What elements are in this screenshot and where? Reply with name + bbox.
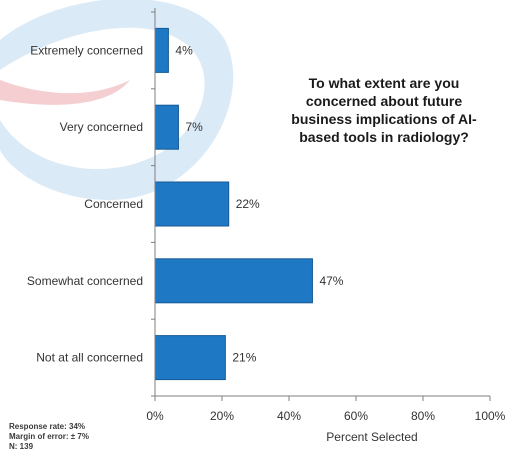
category-label-4: Not at all concerned	[36, 351, 143, 365]
logo-swoosh-shape	[0, 80, 130, 105]
value-label-1: 7%	[185, 120, 203, 134]
value-labels: 4% 7% 22% 47% 21%	[175, 43, 343, 364]
x-axis-label: Percent Selected	[326, 430, 417, 444]
x-tick-label-1: 20%	[210, 409, 234, 423]
bar-1	[154, 104, 179, 150]
bar-4	[154, 335, 226, 381]
value-label-4: 21%	[232, 351, 256, 365]
survey-footnote: Response rate: 34% Margin of error: ± 7%…	[9, 422, 89, 452]
x-tick-label-3: 60%	[344, 409, 368, 423]
value-label-3: 47%	[319, 274, 343, 288]
category-label-1: Very concerned	[60, 120, 143, 134]
x-tick-label-5: 100%	[475, 409, 506, 423]
category-label-3: Somewhat concerned	[27, 274, 143, 288]
chart-question-title: To what extent are you concerned about f…	[291, 75, 477, 145]
logo-ring-shape	[0, 0, 234, 200]
bar-3	[154, 258, 313, 304]
margin-of-error: Margin of error: ± 7%	[9, 432, 89, 441]
x-tick-label-4: 80%	[411, 409, 435, 423]
value-label-2: 22%	[236, 197, 260, 211]
sample-size: N: 139	[9, 442, 34, 451]
x-tick-label-0: 0%	[146, 409, 164, 423]
bar-2	[154, 181, 230, 227]
category-label-2: Concerned	[84, 197, 143, 211]
axes: 0% 20% 40% 60% 80% 100%	[146, 8, 506, 423]
category-labels: Extremely concerned Very concerned Concern…	[27, 43, 143, 364]
bar-0	[154, 27, 169, 73]
category-label-0: Extremely concerned	[30, 43, 143, 57]
watermark-logo	[0, 0, 234, 200]
response-rate: Response rate: 34%	[9, 422, 86, 431]
x-tick-label-2: 40%	[277, 409, 301, 423]
value-label-0: 4%	[175, 43, 193, 57]
